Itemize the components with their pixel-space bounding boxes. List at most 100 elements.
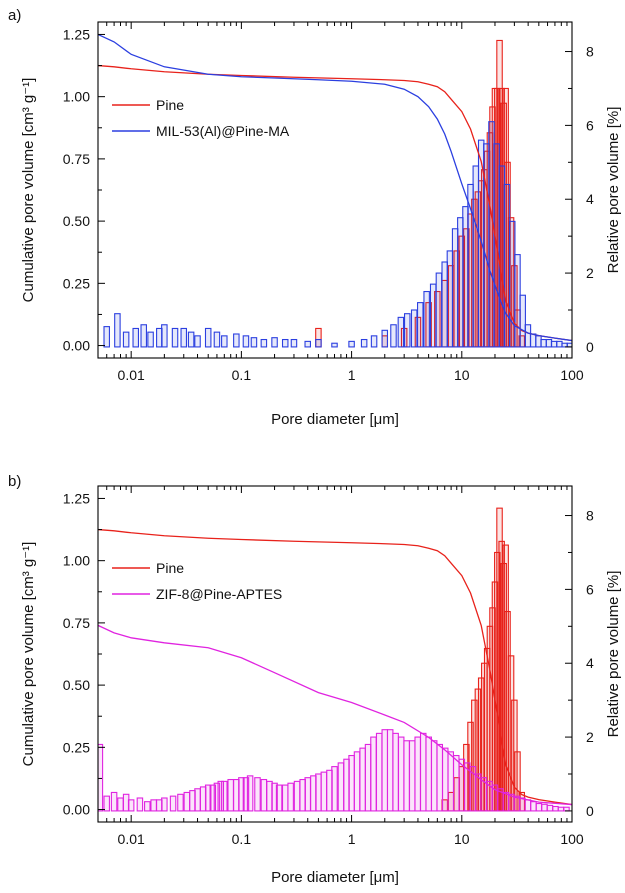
x-axis: 0.01 0.1 1 10 100 [97, 486, 584, 847]
histogram-bar [386, 729, 394, 812]
histogram-bar [403, 313, 411, 348]
x-tick-label: 10 [454, 367, 470, 383]
histogram-bar [414, 736, 421, 812]
histogram-bar [187, 331, 195, 348]
plot-area [98, 507, 572, 812]
histogram-bar [529, 333, 537, 348]
histogram-bar [390, 324, 397, 348]
legend: Pine MIL-53(Al)@Pine-MA [112, 97, 290, 139]
histogram-bar [453, 754, 460, 812]
y-tick-label-left: 0.50 [63, 213, 90, 229]
histogram-bar [260, 338, 268, 348]
panel-label: a) [8, 7, 21, 24]
histogram-bar [519, 294, 526, 348]
y-tick-label-right: 8 [586, 44, 594, 60]
y-tick-label-right: 6 [586, 117, 594, 133]
y-tick-label-right: 0 [586, 803, 594, 819]
chart-panel-a: 0.01 0.1 1 10 100 0.00 0.25 0.50 0.75 1.00 1.25 0 2 4… [8, 7, 622, 428]
histogram-bar [194, 335, 201, 348]
x-tick-label: 10 [454, 831, 470, 847]
histogram-bar [417, 302, 424, 348]
histogram-bar [177, 793, 184, 812]
histogram-bar [180, 327, 188, 348]
cumulative-line-2 [98, 33, 572, 342]
histogram-bar [320, 771, 328, 812]
histogram-bar [550, 340, 558, 348]
legend-label: ZIF-8@Pine-APTES [156, 586, 282, 602]
histogram-bar [503, 183, 511, 348]
histogram-bar [110, 791, 118, 812]
histogram-bar [281, 338, 289, 348]
y-axis-right: 0 2 4 6 8 [565, 44, 594, 355]
y-axis-title-left: Cumulative pore volume [cm³ g⁻¹] [20, 78, 37, 303]
y-tick-label-right: 2 [586, 265, 594, 281]
panel-label: b) [8, 473, 21, 490]
y-tick-label-left: 1.00 [63, 553, 90, 569]
x-tick-label: 0.1 [232, 831, 252, 847]
plot-area [98, 33, 572, 348]
histogram-bar [360, 338, 368, 348]
legend: Pine ZIF-8@Pine-APTES [112, 560, 282, 602]
histogram-bar [275, 784, 283, 812]
histogram-bar [447, 751, 455, 812]
y-tick-label-left: 0.75 [63, 151, 90, 167]
histogram-bar [514, 254, 521, 348]
histogram-bar [117, 797, 124, 812]
y-tick-label-right: 4 [586, 655, 594, 671]
histogram-bar [397, 316, 405, 348]
y-tick-label-right: 6 [586, 581, 594, 597]
histogram-bar [144, 801, 151, 812]
histogram-bar [204, 784, 212, 812]
histogram-bar [430, 740, 438, 812]
x-tick-label: 1 [348, 831, 356, 847]
histogram-bar [213, 331, 221, 348]
histogram-bar [508, 220, 516, 348]
histogram-bar [171, 327, 179, 348]
x-tick-label: 100 [560, 831, 584, 847]
histogram-bar [161, 797, 168, 812]
x-tick-label: 0.01 [118, 831, 145, 847]
x-tick-label: 100 [560, 367, 584, 383]
histogram-bar [425, 736, 432, 812]
legend-label: Pine [156, 560, 184, 576]
histogram-bar [140, 324, 147, 348]
histogram-bar [435, 272, 443, 348]
histogram-bar [194, 788, 201, 812]
x-tick-label: 1 [348, 367, 356, 383]
histogram-bar [281, 784, 289, 812]
histogram-bar [408, 740, 416, 812]
histogram-bar [98, 743, 104, 812]
histogram-bar [364, 743, 372, 812]
histogram-bar [221, 780, 228, 812]
histogram-bar [227, 778, 234, 812]
histogram-bar [429, 283, 437, 348]
histogram-bar [147, 331, 154, 348]
histogram-bar [183, 791, 191, 812]
histogram-bar [524, 324, 532, 348]
histogram-bar [381, 729, 389, 812]
histogram-bar [337, 762, 345, 812]
histogram-bar [114, 313, 121, 348]
histogram-bar [331, 342, 338, 348]
histogram-bar [359, 747, 366, 812]
histogram-bar [441, 747, 449, 812]
y-tick-label-left: 0.00 [63, 338, 90, 354]
histogram-bar [370, 335, 378, 348]
histogram-bar [161, 324, 168, 348]
histogram-bar [348, 340, 355, 348]
histogram-bar [132, 327, 139, 348]
histogram-bar [472, 165, 480, 348]
histogram-bar [271, 337, 278, 348]
histogram-bar [446, 250, 454, 348]
histogram-2 [98, 729, 570, 812]
histogram-bar [254, 777, 261, 812]
histogram-bar [304, 777, 311, 812]
histogram-bar [348, 754, 355, 812]
legend-label: MIL-53(Al)@Pine-MA [156, 123, 290, 139]
histogram-bar [557, 806, 565, 812]
histogram-bar [519, 797, 526, 812]
cumulative-line-1 [98, 528, 572, 806]
histogram-bar [410, 309, 418, 348]
y-tick-label-right: 2 [586, 729, 594, 745]
x-axis-title: Pore diameter [μm] [271, 411, 399, 428]
